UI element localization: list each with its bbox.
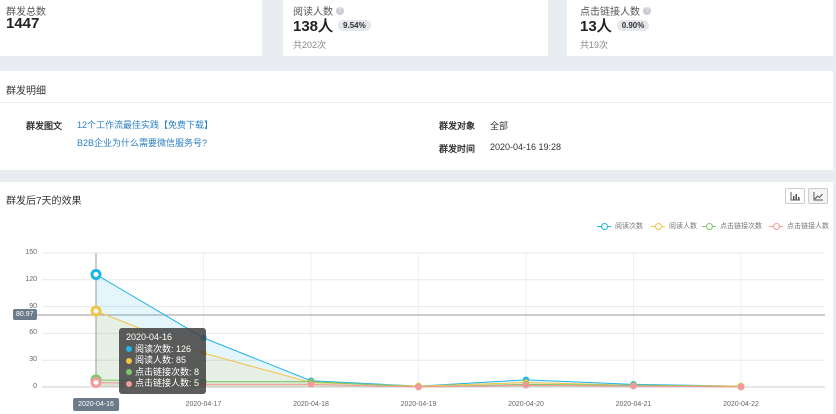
- stat-readers-label: 阅读人数 ?: [293, 3, 344, 18]
- stat-card-clickers: 点击链接人数 ? 13人 0.90% 共19次: [567, 0, 833, 56]
- legend-click-people[interactable]: 点击链接人数: [769, 221, 829, 231]
- divider: [0, 102, 833, 103]
- time-value: 2020-04-16 19:28: [490, 142, 562, 152]
- legend-marker: [651, 222, 665, 230]
- tooltip-date: 2020-04-16: [126, 332, 173, 342]
- tooltip-row: 点击链接次数: 8: [126, 367, 199, 379]
- target-value: 全部: [490, 121, 509, 131]
- legend-marker: [597, 222, 611, 230]
- legend-click-count[interactable]: 点击链接次数: [702, 221, 762, 231]
- line-chart-icon: [813, 191, 823, 200]
- time-label: 群发时间: [439, 144, 476, 154]
- stat-total-value: 1447: [6, 15, 40, 32]
- x-tick-label: 2020-04-19: [400, 401, 437, 408]
- series-dot-icon: [126, 380, 132, 387]
- line-chart-button[interactable]: [808, 188, 828, 204]
- stat-readers-pct-badge: 9.54%: [338, 20, 371, 31]
- tooltip-row: 阅读人数: 85: [126, 355, 199, 367]
- target-label: 群发对象: [439, 121, 476, 131]
- series-dot-icon: [126, 369, 132, 376]
- stat-total-label: 群发总数: [6, 7, 46, 18]
- tooltip-row: 点击链接人数: 5: [126, 378, 199, 390]
- x-tick-label: 2020-04-18: [293, 401, 329, 408]
- detail-card: 群发明细 群发图文 12个工作流最佳实践【免费下载】 B2B企业为什么需要微信服…: [0, 71, 833, 170]
- bar-chart-button[interactable]: [785, 188, 805, 204]
- chart-tooltip: 2020-04-16 阅读次数: 126 阅读人数: 85 点击链接次数: 8 …: [119, 328, 207, 394]
- y-tick-label: 90: [29, 302, 37, 310]
- stat-card-total: 群发总数 1447: [0, 0, 262, 56]
- series-dot-icon: [126, 357, 132, 364]
- article-link-1[interactable]: 12个工作流最佳实践【免费下载】: [77, 120, 214, 130]
- legend-marker: [769, 222, 783, 230]
- stat-clickers-label: 点击链接人数 ?: [580, 3, 651, 18]
- y-tick-label: 150: [25, 249, 37, 256]
- bar-chart-icon: [790, 191, 800, 200]
- x-tick-label: 2020-04-16: [73, 398, 119, 411]
- series-dot-icon: [126, 346, 132, 353]
- effect-title: 群发后7天的效果: [6, 196, 82, 207]
- article-label: 群发图文: [26, 121, 63, 131]
- article-link-2[interactable]: B2B企业为什么需要微信服务号?: [77, 138, 208, 148]
- x-tick-label: 2020-04-17: [185, 401, 222, 408]
- stat-readers-sub: 共202次: [293, 40, 327, 50]
- stat-clickers-pct-badge: 0.90%: [616, 20, 650, 31]
- y-tick-label: 120: [25, 275, 37, 283]
- x-tick-label: 2020-04-21: [615, 401, 652, 408]
- detail-title: 群发明细: [6, 86, 46, 97]
- legend-read-count[interactable]: 阅读次数: [597, 221, 643, 231]
- help-icon[interactable]: ?: [336, 6, 344, 15]
- legend-read-people[interactable]: 阅读人数: [651, 221, 697, 231]
- y-tick-label: 60: [29, 329, 37, 337]
- stat-clickers-value: 13人 0.90%: [580, 15, 650, 36]
- x-tick-label: 2020-04-22: [723, 401, 759, 408]
- tooltip-row: 阅读次数: 126: [126, 344, 199, 356]
- help-icon[interactable]: ?: [643, 6, 651, 15]
- crosshair-y-value: 80.97: [13, 309, 37, 320]
- stat-readers-value: 138人 9.54%: [293, 15, 371, 36]
- y-tick-label: 30: [29, 356, 37, 364]
- x-tick-label: 2020-04-20: [508, 401, 544, 408]
- y-tick-label: 0: [33, 383, 37, 390]
- legend-marker: [702, 222, 716, 230]
- stat-card-readers: 阅读人数 ? 138人 9.54% 共202次: [283, 0, 548, 56]
- stat-clickers-sub: 共19次: [580, 40, 609, 50]
